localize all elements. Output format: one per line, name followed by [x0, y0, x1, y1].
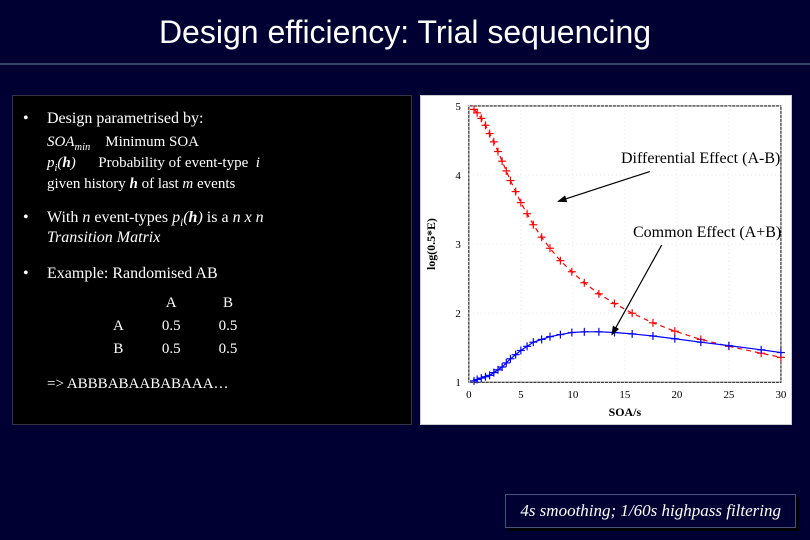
bullet-1-text: Design parametrised by:	[47, 110, 401, 128]
svg-text:20: 20	[671, 389, 682, 401]
bullet-3-text: Example: Randomised AB	[47, 265, 401, 283]
desc-line-3: given history h of last m events	[47, 176, 401, 193]
footer-caption: 4s smoothing; 1/60s highpass filtering	[505, 494, 796, 528]
svg-text:2: 2	[455, 308, 460, 320]
cell-ab: 0.5	[201, 316, 256, 337]
bullet-1-desc: SOAmin Minimum SOA pi(h) Probability of …	[47, 134, 401, 193]
bullet-dot: •	[23, 265, 37, 283]
soa-sub: min	[75, 142, 91, 153]
cell-ba: 0.5	[144, 339, 199, 360]
svg-text:30: 30	[775, 389, 786, 401]
svg-text:log(0.5*E): log(0.5*E)	[424, 218, 438, 270]
l3d: m	[182, 176, 193, 192]
bullet-3: • Example: Randomised AB	[23, 265, 401, 283]
slide-title: Design efficiency: Trial sequencing	[159, 14, 651, 50]
bullet-2: • With n event-types pi(h) is a n x n Tr…	[23, 209, 401, 247]
svg-text:0: 0	[466, 389, 472, 401]
p-sym: p	[47, 155, 55, 171]
svg-text:SOA/s: SOA/s	[609, 405, 642, 419]
b2g: n x n	[233, 209, 264, 226]
svg-text:15: 15	[619, 389, 630, 401]
title-bar: Design efficiency: Trial sequencing	[0, 0, 810, 65]
p-txt: Probability of event-type	[98, 155, 248, 171]
svg-text:5: 5	[455, 101, 461, 113]
row-a: A	[95, 316, 142, 337]
chart-panel: 0 5 10 15 20 25 30 1 2 3 4 5 SOA/s log(0.5*E) Differe…	[420, 95, 796, 425]
annotation-differential: Differential Effect (A-B)	[621, 150, 780, 168]
col-b: B	[201, 293, 256, 314]
text-panel: • Design parametrised by: SOAmin Minimum…	[12, 95, 412, 425]
soa-txt: Minimum SOA	[105, 134, 199, 150]
l3a: given history	[47, 176, 126, 192]
b2c: event-types	[94, 209, 168, 226]
bullet-1: • Design parametrised by:	[23, 110, 401, 128]
b2d: p	[172, 209, 180, 226]
svg-text:4: 4	[455, 170, 461, 182]
svg-text:5: 5	[518, 389, 524, 401]
bullet-dot: •	[23, 110, 37, 128]
content-area: • Design parametrised by: SOAmin Minimum…	[0, 65, 810, 429]
l3b: h	[130, 176, 138, 192]
row-b: B	[95, 339, 142, 360]
efficiency-chart: 0 5 10 15 20 25 30 1 2 3 4 5 SOA/s log(0.5*E) Differe…	[420, 95, 792, 425]
desc-line-2: pi(h) Probability of event-type i	[47, 155, 401, 174]
b2f: is a	[207, 209, 229, 226]
cell-bb: 0.5	[201, 339, 256, 360]
b2b: n	[82, 209, 90, 226]
svg-text:25: 25	[723, 389, 734, 401]
p-tail: i	[256, 155, 260, 171]
b2a: With	[47, 209, 78, 226]
bullet-2-text: With n event-types pi(h) is a n x n Tran…	[47, 209, 401, 247]
b2h: Transition Matrix	[47, 229, 160, 246]
soa-sym: SOA	[47, 134, 75, 150]
transition-matrix-table: A B A 0.5 0.5 B 0.5 0.5	[93, 291, 257, 362]
svg-text:3: 3	[455, 239, 461, 251]
b2ec: )	[197, 209, 202, 226]
p-close: )	[71, 155, 76, 171]
desc-line-1: SOAmin Minimum SOA	[47, 134, 401, 153]
p-arg: h	[62, 155, 70, 171]
svg-text:10: 10	[567, 389, 578, 401]
bullet-dot: •	[23, 209, 37, 247]
chart-svg: 0 5 10 15 20 25 30 1 2 3 4 5 SOA/s log(0.5*E)	[421, 96, 791, 424]
svg-text:1: 1	[455, 377, 460, 389]
l3c: of last	[142, 176, 179, 192]
example-sequence: => ABBBABAABABAAA…	[47, 376, 401, 393]
col-a: A	[144, 293, 199, 314]
cell-aa: 0.5	[144, 316, 199, 337]
l3e: events	[197, 176, 235, 192]
annotation-common: Common Effect (A+B)	[633, 224, 781, 242]
